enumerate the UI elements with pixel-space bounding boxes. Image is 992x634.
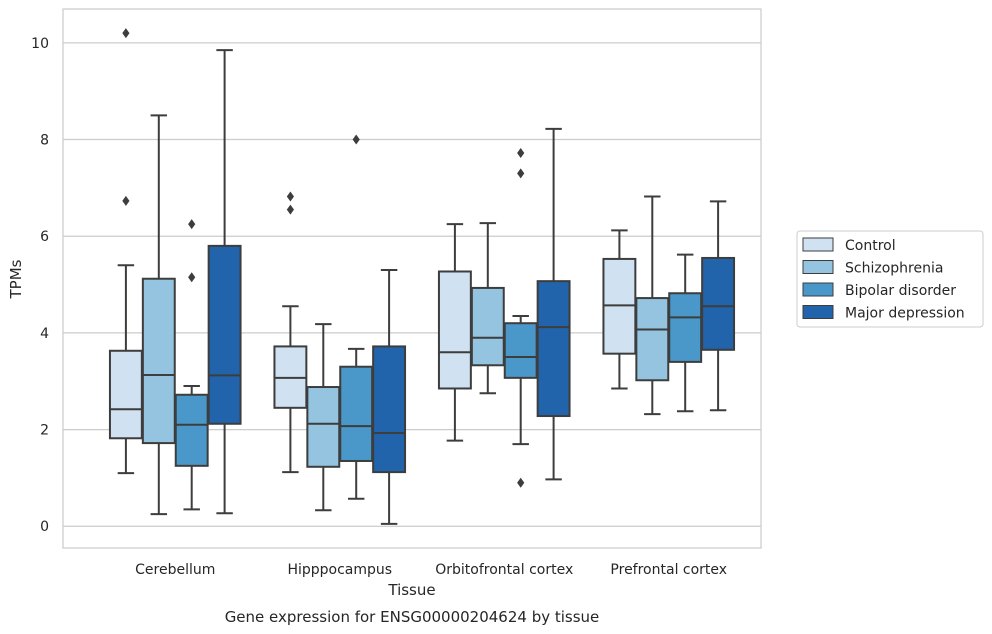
- y-tick-label: 10: [31, 36, 49, 52]
- box-iqr: [470, 286, 505, 367]
- outlier-marker: [517, 148, 525, 159]
- box-group: [668, 253, 703, 413]
- outlier-marker: [517, 477, 525, 488]
- box-group: [372, 269, 407, 525]
- legend-label: Schizophrenia: [845, 261, 943, 277]
- box-iqr: [372, 345, 407, 474]
- box-group: [306, 323, 341, 512]
- y-tick-label: 6: [40, 229, 49, 245]
- box-iqr: [306, 386, 341, 468]
- y-tick-label: 0: [40, 519, 49, 535]
- x-tick-label: Cerebellum: [135, 562, 215, 578]
- box-iqr: [701, 256, 736, 351]
- box-group: [470, 222, 505, 395]
- plot-frame: [62, 8, 762, 549]
- y-axis-label: TPMs: [7, 259, 25, 299]
- box-iqr: [536, 280, 571, 418]
- box-group: [503, 148, 538, 488]
- x-axis-label: Tissue: [387, 581, 435, 599]
- box-group: [141, 114, 176, 516]
- outlier-marker: [188, 272, 196, 283]
- y-axis-ticks: 0 2 4 6 8 10: [31, 36, 49, 535]
- box-group: [273, 191, 308, 474]
- figure-caption: Gene expression for ENSG00000204624 by t…: [225, 608, 600, 626]
- box-iqr: [339, 365, 374, 462]
- outlier-marker: [286, 191, 294, 202]
- box-group: [635, 195, 670, 416]
- legend-label: Bipolar disorder: [845, 283, 956, 299]
- box-group: [339, 134, 374, 500]
- box-iqr: [174, 393, 209, 467]
- box-iqr: [437, 270, 472, 390]
- legend-swatch: [802, 260, 834, 274]
- legend: Control Schizophrenia Bipolar disorder Majo…: [796, 230, 984, 328]
- box-iqr: [668, 292, 703, 363]
- box-iqr: [503, 322, 538, 379]
- box-group: [174, 219, 209, 511]
- legend-label: Control: [845, 238, 896, 254]
- legend-frame: [796, 230, 984, 328]
- outlier-marker: [286, 204, 294, 215]
- y-tick-label: 8: [40, 133, 49, 149]
- legend-label: Major depression: [845, 306, 965, 322]
- box-plot-marks: [108, 28, 736, 525]
- box-group: [536, 127, 571, 481]
- box-group: [602, 229, 637, 390]
- x-tick-label: Hipppocampus: [287, 562, 392, 578]
- x-tick-label: Prefrontal cortex: [610, 562, 727, 578]
- legend-swatch: [802, 237, 834, 252]
- box-group: [437, 223, 472, 442]
- box-group: [207, 49, 242, 515]
- box-group: [701, 200, 736, 412]
- y-tick-label: 4: [40, 326, 49, 342]
- x-axis-ticks: Cerebellum Hipppocampus Orbitofrontal cort…: [135, 562, 727, 578]
- outlier-marker: [188, 219, 196, 230]
- box-group: [108, 28, 143, 475]
- x-tick-label: Orbitofrontal cortex: [435, 562, 573, 578]
- outlier-marker: [122, 28, 130, 39]
- legend-swatch: [802, 282, 834, 297]
- outlier-marker: [352, 134, 360, 145]
- outlier-marker: [122, 195, 130, 206]
- box-iqr: [207, 244, 242, 425]
- box-iqr: [141, 277, 176, 445]
- box-iqr: [635, 297, 670, 382]
- y-tick-label: 2: [40, 423, 49, 439]
- legend-swatch: [802, 305, 834, 319]
- box-iqr: [108, 349, 143, 440]
- outlier-marker: [517, 168, 525, 179]
